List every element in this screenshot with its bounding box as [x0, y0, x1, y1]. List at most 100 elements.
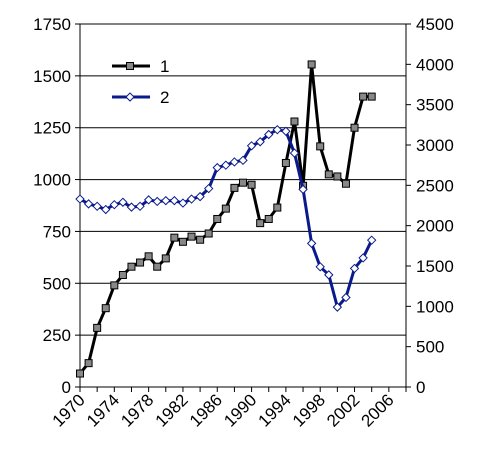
series-1-point: [204, 229, 213, 238]
series-2-point: [152, 196, 162, 207]
series-2-point: [238, 155, 248, 166]
series-2-point: [143, 195, 154, 205]
series-2-point: [195, 191, 205, 202]
right-tick-label: 0: [416, 378, 425, 397]
x-tick-label: 2002: [323, 390, 363, 430]
series-1-point: [136, 258, 145, 267]
x-tick-label: 1974: [83, 390, 123, 430]
left-tick-label: 1750: [33, 15, 71, 34]
series-1-point: [316, 142, 325, 151]
series-1-point: [76, 369, 84, 378]
series-1-point: [161, 254, 170, 263]
series-2-line: [79, 128, 374, 309]
series-2-point: [203, 183, 214, 194]
series-1-point: [127, 262, 136, 271]
series-1-point: [324, 170, 333, 179]
series-1-point: [264, 214, 273, 223]
series-2-point: [169, 195, 180, 206]
series-1-point: [196, 235, 205, 244]
series-2-point: [315, 262, 325, 272]
series-2-point: [281, 126, 291, 136]
series-1-point: [273, 203, 282, 212]
series-2-point: [126, 202, 137, 212]
series-2-point: [135, 201, 145, 212]
right-tick-label: 2500: [416, 176, 454, 195]
x-tick-label: 1994: [255, 390, 295, 430]
legend-label-1: 1: [160, 57, 169, 76]
series-1-point: [359, 92, 368, 101]
series-layer: [75, 60, 377, 378]
series-1-point: [170, 233, 179, 242]
left-tick-label: 250: [43, 326, 71, 345]
series-2-point: [264, 129, 274, 140]
series-2-point: [272, 124, 283, 135]
series-1-point: [247, 180, 256, 189]
grid-lines: [80, 23, 406, 336]
series-2-point: [229, 157, 240, 167]
series-2-point: [221, 160, 231, 170]
series-2-point: [75, 194, 85, 204]
right-tick-label: 4000: [416, 55, 454, 74]
series-1-point: [110, 281, 119, 290]
series-2-point: [349, 263, 360, 274]
series-1-point: [221, 204, 230, 213]
left-tick-label: 500: [43, 274, 71, 293]
left-tick-label: 0: [62, 378, 71, 397]
axes: [79, 24, 407, 388]
series-2-point: [101, 204, 111, 215]
right-tick-label: 1000: [416, 297, 454, 316]
series-2-point: [324, 270, 334, 280]
series-1-point: [84, 359, 93, 368]
series-2-point: [161, 195, 171, 206]
series-2-point: [109, 199, 120, 210]
series-1-point: [178, 237, 187, 246]
series-1-point: [350, 123, 359, 132]
left-tick-label: 1250: [33, 119, 71, 138]
series-2-point: [92, 201, 102, 212]
series-1-point: [118, 270, 127, 279]
series-1-point: [239, 178, 247, 187]
left-tick-label: 750: [43, 222, 71, 241]
series-1-point: [367, 92, 376, 101]
x-tick-label: 1978: [117, 390, 157, 430]
legend-label-2: 2: [160, 88, 169, 107]
series-2-point: [366, 235, 377, 245]
series-1-point: [341, 179, 350, 188]
series-2-point: [358, 253, 368, 263]
series-1-point: [213, 214, 222, 223]
x-tick-label: 1982: [152, 390, 192, 430]
legend: 1 2: [112, 57, 169, 107]
series-2-point: [186, 194, 197, 204]
legend-marker-1: [126, 62, 134, 70]
left-tick-label: 1000: [33, 171, 71, 190]
legend-marker-2: [125, 92, 135, 102]
series-1-point: [307, 60, 316, 69]
series-2-point: [341, 292, 351, 303]
series-2-point: [178, 198, 188, 208]
right-tick-label: 4500: [416, 15, 454, 34]
right-axis-ticks: 0 500 1000 1500 2000 2500 3000 3500 4000 4500: [406, 15, 454, 397]
right-tick-label: 500: [416, 338, 444, 357]
x-tick-label: 1986: [186, 390, 226, 430]
x-tick-label: 1998: [289, 390, 329, 430]
series-2-point: [255, 137, 265, 147]
right-tick-label: 1500: [416, 257, 454, 276]
x-tick-label: 1970: [49, 390, 89, 430]
series-2-point: [246, 141, 257, 151]
x-tick-label: 1990: [220, 390, 260, 430]
series-1-point: [333, 172, 342, 181]
series-1-line: [78, 62, 372, 375]
left-tick-label: 1500: [33, 67, 71, 86]
right-tick-label: 2000: [416, 217, 454, 236]
series-1-point: [290, 117, 299, 126]
left-axis-ticks: 0 250 500 750 1000 1250 1500 1750: [33, 15, 80, 397]
series-1-point: [93, 323, 102, 332]
series-2-point: [332, 302, 343, 312]
series-2-point: [83, 199, 94, 209]
series-2-point: [212, 162, 222, 173]
x-tick-label: 2006: [357, 390, 397, 430]
right-tick-label: 3000: [416, 136, 454, 155]
series-1-point: [281, 158, 290, 167]
series-2-point: [118, 197, 128, 207]
